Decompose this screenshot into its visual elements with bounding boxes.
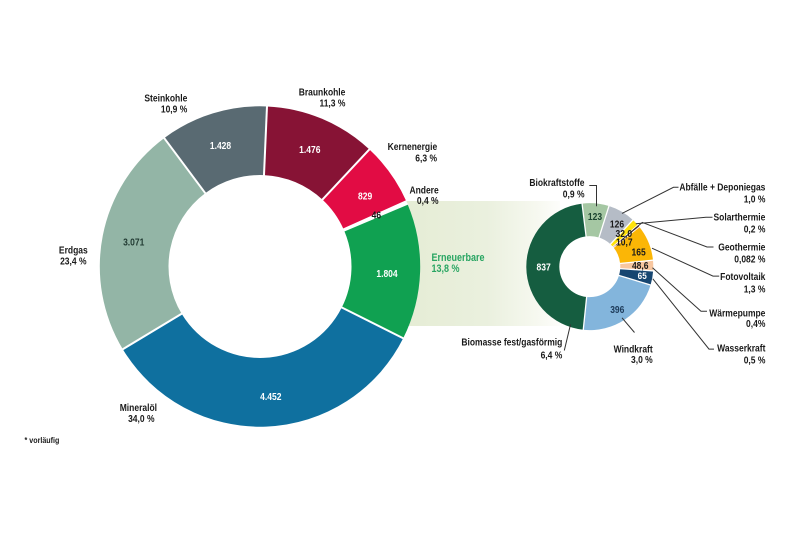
- svg-text:126: 126: [610, 219, 624, 230]
- svg-text:Wärmepumpe: Wärmepumpe: [709, 308, 765, 319]
- svg-text:6,4 %: 6,4 %: [541, 350, 563, 361]
- svg-text:Braunkohle: Braunkohle: [299, 87, 346, 98]
- svg-text:1.428: 1.428: [210, 141, 231, 152]
- svg-text:0,5 %: 0,5 %: [744, 355, 766, 366]
- svg-text:6,3 %: 6,3 %: [415, 153, 437, 164]
- svg-text:396: 396: [610, 305, 624, 316]
- svg-text:1.804: 1.804: [376, 269, 398, 280]
- svg-text:0,9 %: 0,9 %: [563, 189, 585, 200]
- svg-text:Erdgas: Erdgas: [59, 245, 88, 256]
- svg-text:48,6: 48,6: [632, 260, 649, 271]
- svg-text:11,3 %: 11,3 %: [319, 98, 345, 109]
- svg-text:0,082 %: 0,082 %: [734, 254, 765, 265]
- svg-text:10,9 %: 10,9 %: [161, 104, 187, 115]
- svg-text:Windkraft: Windkraft: [614, 344, 653, 355]
- svg-text:* vorläufig: * vorläufig: [25, 436, 60, 446]
- svg-text:23,4 %: 23,4 %: [60, 256, 86, 267]
- svg-text:Fotovoltaik: Fotovoltaik: [720, 271, 766, 282]
- svg-text:1,3 %: 1,3 %: [744, 284, 766, 295]
- svg-text:10,7: 10,7: [616, 237, 633, 248]
- svg-text:837: 837: [537, 262, 551, 273]
- svg-text:0,4 %: 0,4 %: [417, 196, 439, 207]
- svg-text:Erneuerbare: Erneuerbare: [432, 252, 486, 264]
- svg-text:Biokraftstoffe: Biokraftstoffe: [529, 177, 584, 188]
- svg-text:123: 123: [588, 211, 602, 222]
- svg-text:Mineralöl: Mineralöl: [120, 402, 157, 413]
- svg-text:1.476: 1.476: [299, 144, 320, 155]
- svg-text:32,0: 32,0: [616, 228, 633, 239]
- svg-text:34,0 %: 34,0 %: [128, 413, 154, 424]
- svg-text:1,0 %: 1,0 %: [744, 194, 766, 205]
- svg-text:Wasserkraft: Wasserkraft: [717, 343, 765, 354]
- svg-text:165: 165: [632, 247, 646, 258]
- svg-text:Abfälle + Deponiegas: Abfälle + Deponiegas: [679, 182, 765, 193]
- svg-text:0,2 %: 0,2 %: [744, 224, 766, 235]
- svg-text:829: 829: [358, 191, 372, 202]
- svg-text:13,8 %: 13,8 %: [432, 264, 460, 276]
- svg-text:Kernenergie: Kernenergie: [388, 142, 438, 153]
- svg-text:65: 65: [638, 271, 647, 282]
- svg-text:Biomasse fest/gasförmig: Biomasse fest/gasförmig: [461, 337, 562, 348]
- svg-text:Solarthermie: Solarthermie: [714, 212, 766, 223]
- svg-text:4.452: 4.452: [260, 391, 281, 402]
- svg-text:Geothermie: Geothermie: [718, 242, 765, 253]
- svg-text:Steinkohle: Steinkohle: [144, 93, 187, 104]
- svg-text:Andere: Andere: [409, 185, 438, 196]
- svg-text:46: 46: [372, 210, 381, 221]
- svg-text:3.071: 3.071: [123, 237, 144, 248]
- svg-text:3,0 %: 3,0 %: [631, 354, 653, 365]
- svg-text:0,4%: 0,4%: [746, 319, 765, 330]
